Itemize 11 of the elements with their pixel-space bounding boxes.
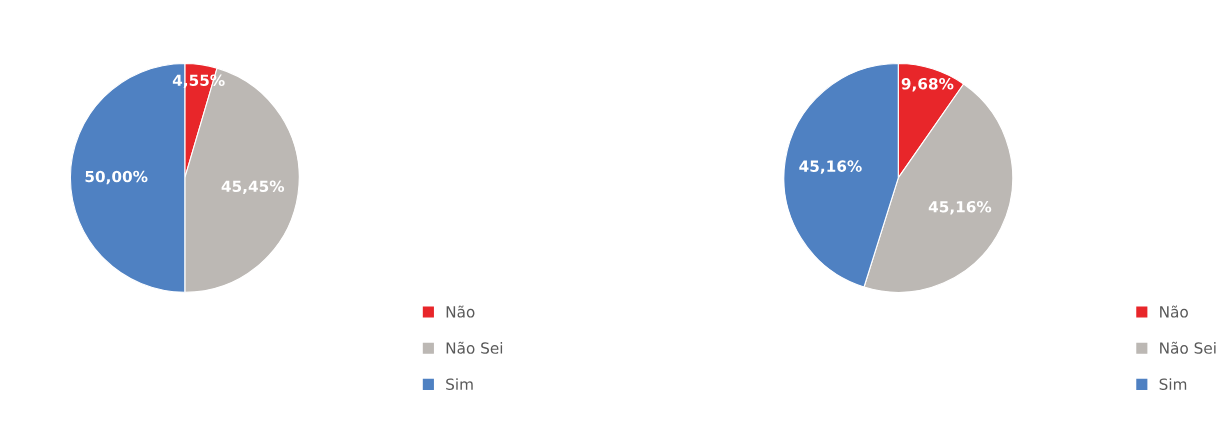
legend-label: Não Sei [1160,341,1216,354]
data-label: 9,68% [901,77,954,92]
legend-label: Não [1160,305,1188,318]
data-label: 50,00% [85,170,148,185]
legend-label: Não Sei [446,341,503,354]
data-label: 45,16% [928,200,992,215]
legend-label: Sim [446,378,473,390]
legend-label: Sim [1159,378,1187,390]
data-label: 45,45% [221,180,285,195]
legend-label: Não [446,305,475,318]
data-label: 45,16% [799,160,862,174]
